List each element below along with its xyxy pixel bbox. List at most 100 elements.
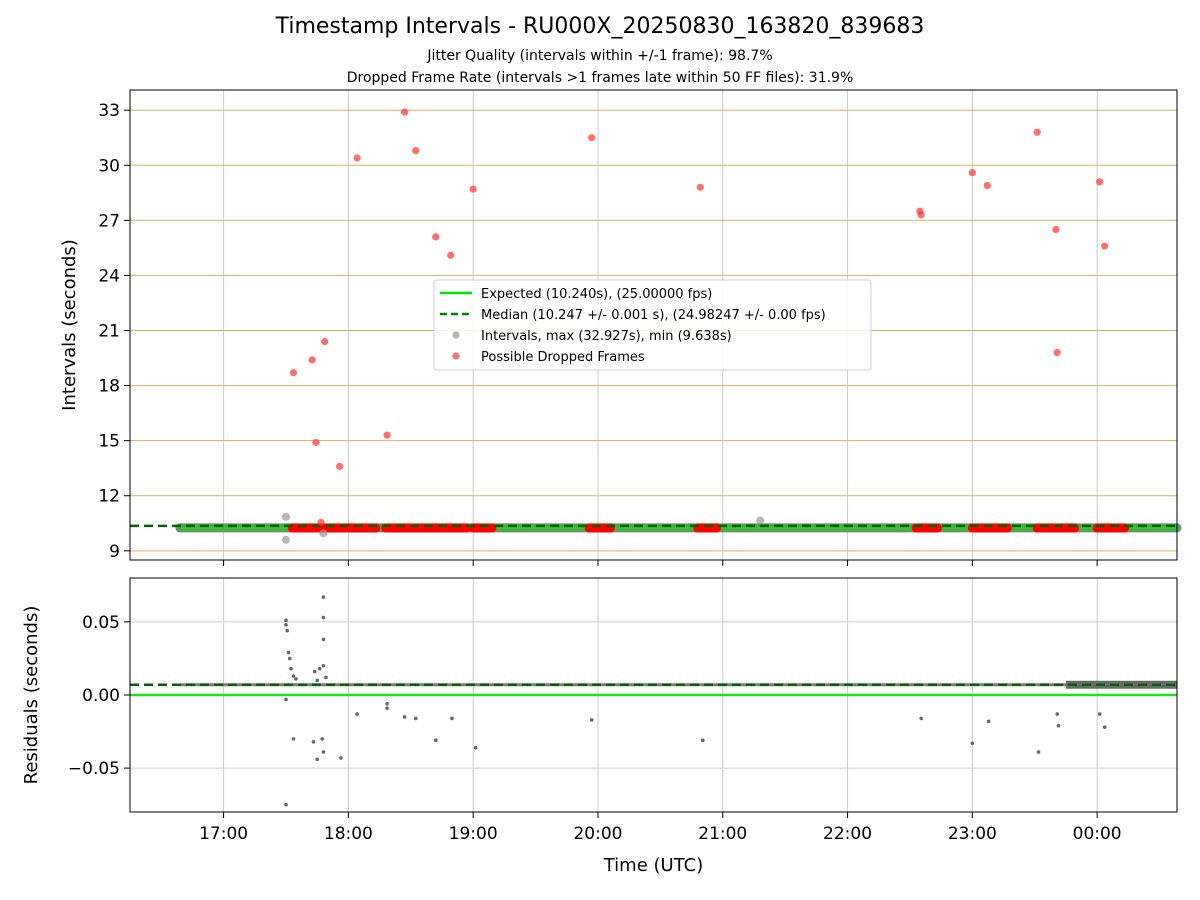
residual-point bbox=[385, 701, 389, 706]
intervals-legend: Expected (10.240s), (25.00000 fps) Median… bbox=[433, 279, 872, 371]
dropped-frame-point bbox=[917, 211, 925, 219]
residual-point bbox=[321, 615, 326, 620]
intervals-panel: 9 12 15 18 21 24 27 30 33 Intervals (seconds) Ex… bbox=[59, 89, 1182, 566]
legend-label: Intervals, max (32.927s), min (9.638s) bbox=[481, 329, 732, 344]
y-tick-label: 18 bbox=[98, 377, 120, 397]
residual-point bbox=[285, 628, 290, 633]
residual-point bbox=[385, 706, 389, 710]
residual-point bbox=[413, 716, 418, 721]
residual-point bbox=[284, 623, 288, 627]
residual-point bbox=[294, 677, 298, 681]
dropped-frame-point bbox=[1052, 225, 1060, 234]
legend-marker-swatch bbox=[452, 352, 460, 360]
residual-point bbox=[315, 757, 319, 762]
residual-point bbox=[450, 716, 454, 721]
residual-point bbox=[700, 738, 705, 743]
residual-point bbox=[1055, 712, 1060, 716]
dropped-frame-point bbox=[1096, 178, 1104, 186]
dropped-frame-point bbox=[336, 462, 344, 470]
y-tick-label: 33 bbox=[98, 101, 120, 121]
dropped-frame-point bbox=[447, 251, 455, 259]
dropped-frame-point bbox=[312, 438, 320, 447]
residual-point bbox=[589, 718, 594, 722]
residuals-x-axis-label: Time (UTC) bbox=[603, 855, 704, 876]
residual-point bbox=[284, 618, 288, 623]
intervals-data bbox=[130, 108, 1182, 544]
y-tick-label: 24 bbox=[98, 266, 120, 286]
residual-point bbox=[284, 697, 288, 702]
x-tick-label: 00:00 bbox=[1073, 824, 1122, 844]
dropped-frame-point bbox=[1033, 128, 1041, 136]
dropped-frame-point bbox=[400, 108, 409, 116]
interval-point bbox=[281, 535, 290, 544]
residual-point bbox=[284, 802, 288, 807]
legend-marker-swatch bbox=[452, 331, 460, 339]
y-tick-label: 0.05 bbox=[82, 613, 120, 633]
residual-point bbox=[321, 750, 326, 754]
y-tick-label: 30 bbox=[98, 156, 120, 176]
legend-label: Expected (10.240s), (25.00000 fps) bbox=[481, 287, 712, 302]
residual-point bbox=[355, 712, 359, 716]
y-tick-label: 9 bbox=[109, 542, 120, 562]
residual-point bbox=[986, 719, 991, 724]
interval-point bbox=[281, 512, 290, 521]
dropped-frame-point bbox=[983, 181, 991, 190]
dropped-frame-point bbox=[1101, 242, 1109, 250]
residual-point bbox=[286, 650, 291, 655]
interval-point bbox=[319, 529, 328, 538]
y-tick-label: −0.05 bbox=[68, 759, 120, 779]
residual-point bbox=[919, 716, 923, 721]
dropped-frame-point bbox=[469, 185, 477, 193]
dropped-frame-point bbox=[383, 431, 391, 439]
dropped-frame-point bbox=[588, 134, 596, 142]
x-tick-label: 19:00 bbox=[449, 824, 498, 844]
residual-point bbox=[312, 669, 317, 674]
residual-point bbox=[1097, 712, 1102, 716]
y-tick-label: 15 bbox=[98, 432, 120, 452]
residual-point bbox=[291, 737, 296, 741]
residual-point bbox=[970, 741, 975, 746]
y-tick-label: 12 bbox=[98, 487, 120, 507]
x-tick-label: 21:00 bbox=[698, 824, 747, 844]
y-tick-label: 27 bbox=[98, 211, 120, 231]
residual-point bbox=[1036, 750, 1041, 754]
residual-point bbox=[291, 674, 296, 678]
residual-point bbox=[339, 756, 343, 760]
residual-point bbox=[1102, 725, 1107, 729]
residual-point bbox=[311, 740, 316, 744]
residual-point bbox=[320, 737, 324, 741]
dropped-frame-point bbox=[432, 233, 440, 241]
residual-point bbox=[289, 666, 293, 671]
residuals-data bbox=[130, 595, 1177, 807]
residual-point bbox=[317, 666, 322, 671]
dropped-frame-point bbox=[696, 183, 704, 191]
residual-point bbox=[433, 738, 438, 743]
intervals-grid bbox=[130, 90, 1177, 560]
intervals-ticks: 9 12 15 18 21 24 27 30 33 bbox=[98, 101, 1098, 566]
residual-point bbox=[402, 715, 407, 719]
legend-label: Median (10.247 +/- 0.001 s), (24.98247 +… bbox=[481, 308, 826, 323]
residual-point bbox=[473, 745, 478, 750]
dropped-frame-point bbox=[289, 369, 298, 377]
interval-point bbox=[756, 516, 765, 525]
chart-subtitle-dropped: Dropped Frame Rate (intervals >1 frames … bbox=[346, 70, 854, 86]
residuals-ticks: −0.05 0.00 0.05 17:00 18:00 19:00 20:00 21:00 22… bbox=[68, 613, 1122, 844]
residuals-panel: −0.05 0.00 0.05 17:00 18:00 19:00 20:00 21:00 22… bbox=[21, 577, 1178, 876]
x-tick-label: 17:00 bbox=[199, 824, 248, 844]
legend-label: Possible Dropped Frames bbox=[481, 350, 645, 365]
residual-point bbox=[321, 663, 326, 668]
chart-title: Timestamp Intervals - RU000X_20250830_16… bbox=[275, 14, 925, 39]
legend-box bbox=[433, 279, 872, 371]
dropped-frame-point bbox=[353, 154, 361, 162]
residuals-y-axis-label: Residuals (seconds) bbox=[21, 606, 42, 785]
dropped-frame-point bbox=[1053, 348, 1061, 357]
intervals-axes-frame bbox=[129, 89, 1178, 561]
dropped-frame-point bbox=[308, 356, 316, 364]
residual-point bbox=[321, 595, 326, 599]
dropped-frame-point bbox=[412, 146, 420, 155]
residual-point bbox=[321, 637, 326, 642]
residual-point bbox=[324, 675, 328, 680]
y-tick-label: 0.00 bbox=[82, 686, 120, 706]
dropped-frame-point bbox=[317, 518, 325, 526]
